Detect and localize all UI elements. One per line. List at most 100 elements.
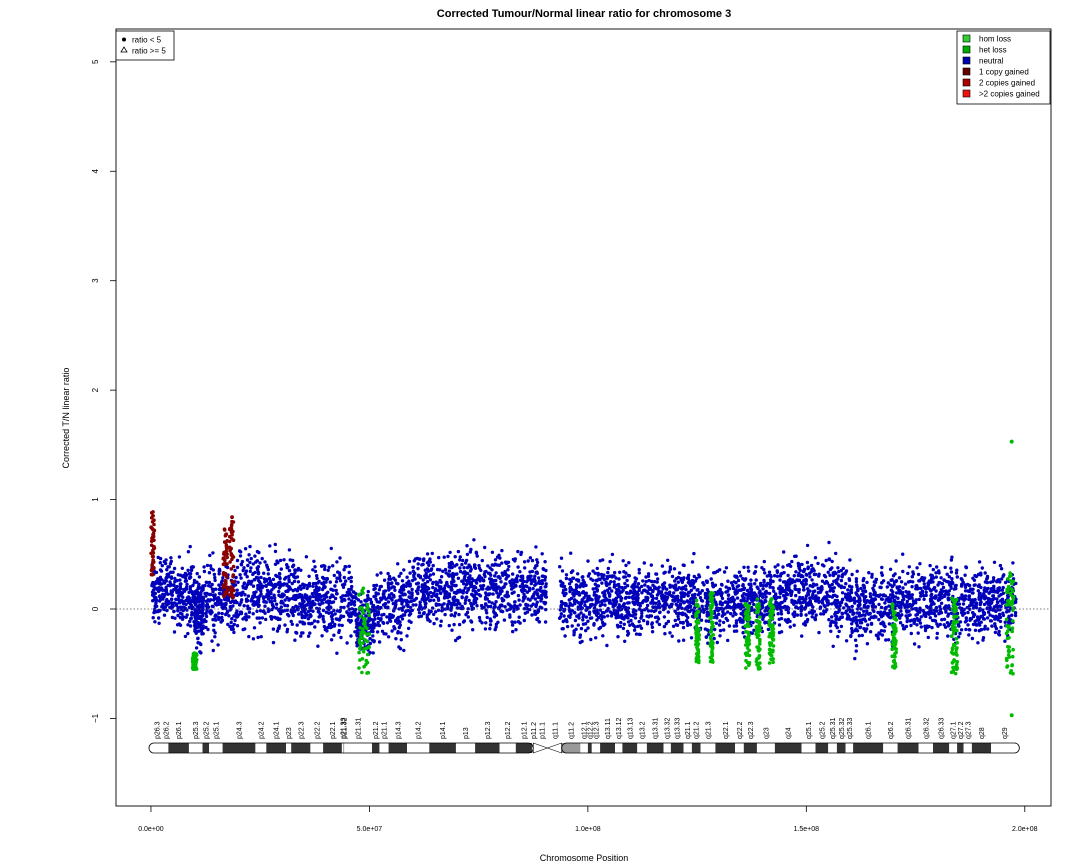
data-point xyxy=(816,561,820,566)
data-point xyxy=(311,584,315,588)
data-point xyxy=(279,567,283,571)
data-point xyxy=(488,627,492,631)
data-point xyxy=(354,618,359,622)
data-point xyxy=(901,627,906,631)
data-point xyxy=(749,578,753,582)
data-point xyxy=(653,615,658,620)
data-point xyxy=(243,593,247,597)
data-point xyxy=(502,585,506,589)
data-point xyxy=(500,548,504,553)
data-point xyxy=(795,578,799,582)
data-point xyxy=(349,587,353,591)
data-point xyxy=(901,586,905,590)
data-point xyxy=(460,579,464,583)
data-point xyxy=(172,609,176,614)
data-point xyxy=(596,616,601,620)
data-point xyxy=(268,600,272,604)
data-point xyxy=(519,588,524,592)
data-point xyxy=(794,570,798,574)
data-point xyxy=(847,578,852,582)
data-point xyxy=(530,558,535,563)
data-point xyxy=(771,586,775,590)
data-point xyxy=(636,624,640,629)
data-point xyxy=(587,612,592,616)
data-point xyxy=(273,599,277,603)
data-point xyxy=(801,588,806,592)
data-point xyxy=(313,588,317,592)
data-point xyxy=(834,551,838,556)
data-point xyxy=(241,617,245,621)
data-point xyxy=(873,597,878,601)
data-point xyxy=(236,580,240,584)
data-point xyxy=(493,562,497,566)
data-point xyxy=(705,614,709,618)
data-point xyxy=(377,640,382,644)
data-point xyxy=(880,581,884,585)
data-point xyxy=(427,563,431,567)
data-point xyxy=(376,611,381,615)
data-point xyxy=(614,596,619,600)
data-point xyxy=(166,565,170,569)
data-point xyxy=(519,550,524,555)
data-point xyxy=(471,584,475,589)
data-point xyxy=(251,562,255,566)
data-point xyxy=(488,623,493,627)
data-point xyxy=(722,570,727,574)
data-point xyxy=(880,573,884,577)
data-point xyxy=(761,587,765,591)
data-point xyxy=(347,564,351,568)
data-point xyxy=(271,603,275,607)
data-point xyxy=(874,633,879,637)
data-point xyxy=(754,578,758,582)
data-point xyxy=(818,606,822,611)
data-point xyxy=(307,600,311,605)
data-point xyxy=(225,611,229,615)
data-point xyxy=(627,574,631,578)
data-point xyxy=(184,598,188,603)
data-point xyxy=(151,616,155,620)
data-point xyxy=(199,614,204,619)
data-point xyxy=(416,588,420,592)
data-point xyxy=(456,576,461,580)
data-point xyxy=(178,591,182,595)
data-point xyxy=(692,551,696,556)
data-point xyxy=(789,593,793,598)
data-point xyxy=(299,634,303,638)
data-point xyxy=(201,598,206,603)
data-point xyxy=(568,615,572,619)
data-point xyxy=(226,598,230,602)
data-point xyxy=(346,593,350,597)
data-point xyxy=(499,580,503,584)
data-point xyxy=(877,631,881,635)
data-point xyxy=(922,582,926,586)
data-point xyxy=(714,603,719,607)
data-point xyxy=(905,610,909,614)
data-point xyxy=(260,616,265,620)
data-point xyxy=(275,629,280,633)
data-point xyxy=(512,590,516,594)
data-point xyxy=(271,640,276,645)
data-point xyxy=(864,601,868,605)
data-point xyxy=(700,604,704,608)
data-point xyxy=(233,568,237,573)
data-point xyxy=(813,599,818,603)
data-point xyxy=(590,616,594,620)
data-point xyxy=(898,603,903,607)
data-point xyxy=(645,603,650,608)
data-point xyxy=(816,591,821,595)
data-point xyxy=(625,578,629,583)
data-point xyxy=(834,603,839,607)
data-point xyxy=(656,577,660,581)
data-point xyxy=(176,609,180,613)
data-point xyxy=(731,614,735,618)
data-point xyxy=(372,626,376,630)
data-point xyxy=(777,630,782,635)
data-point xyxy=(392,609,396,613)
data-point xyxy=(312,559,316,563)
data-point xyxy=(920,591,924,595)
data-point xyxy=(172,566,177,571)
data-point xyxy=(437,584,441,589)
data-point xyxy=(402,648,406,653)
data-point xyxy=(775,601,779,605)
data-point xyxy=(941,585,946,590)
